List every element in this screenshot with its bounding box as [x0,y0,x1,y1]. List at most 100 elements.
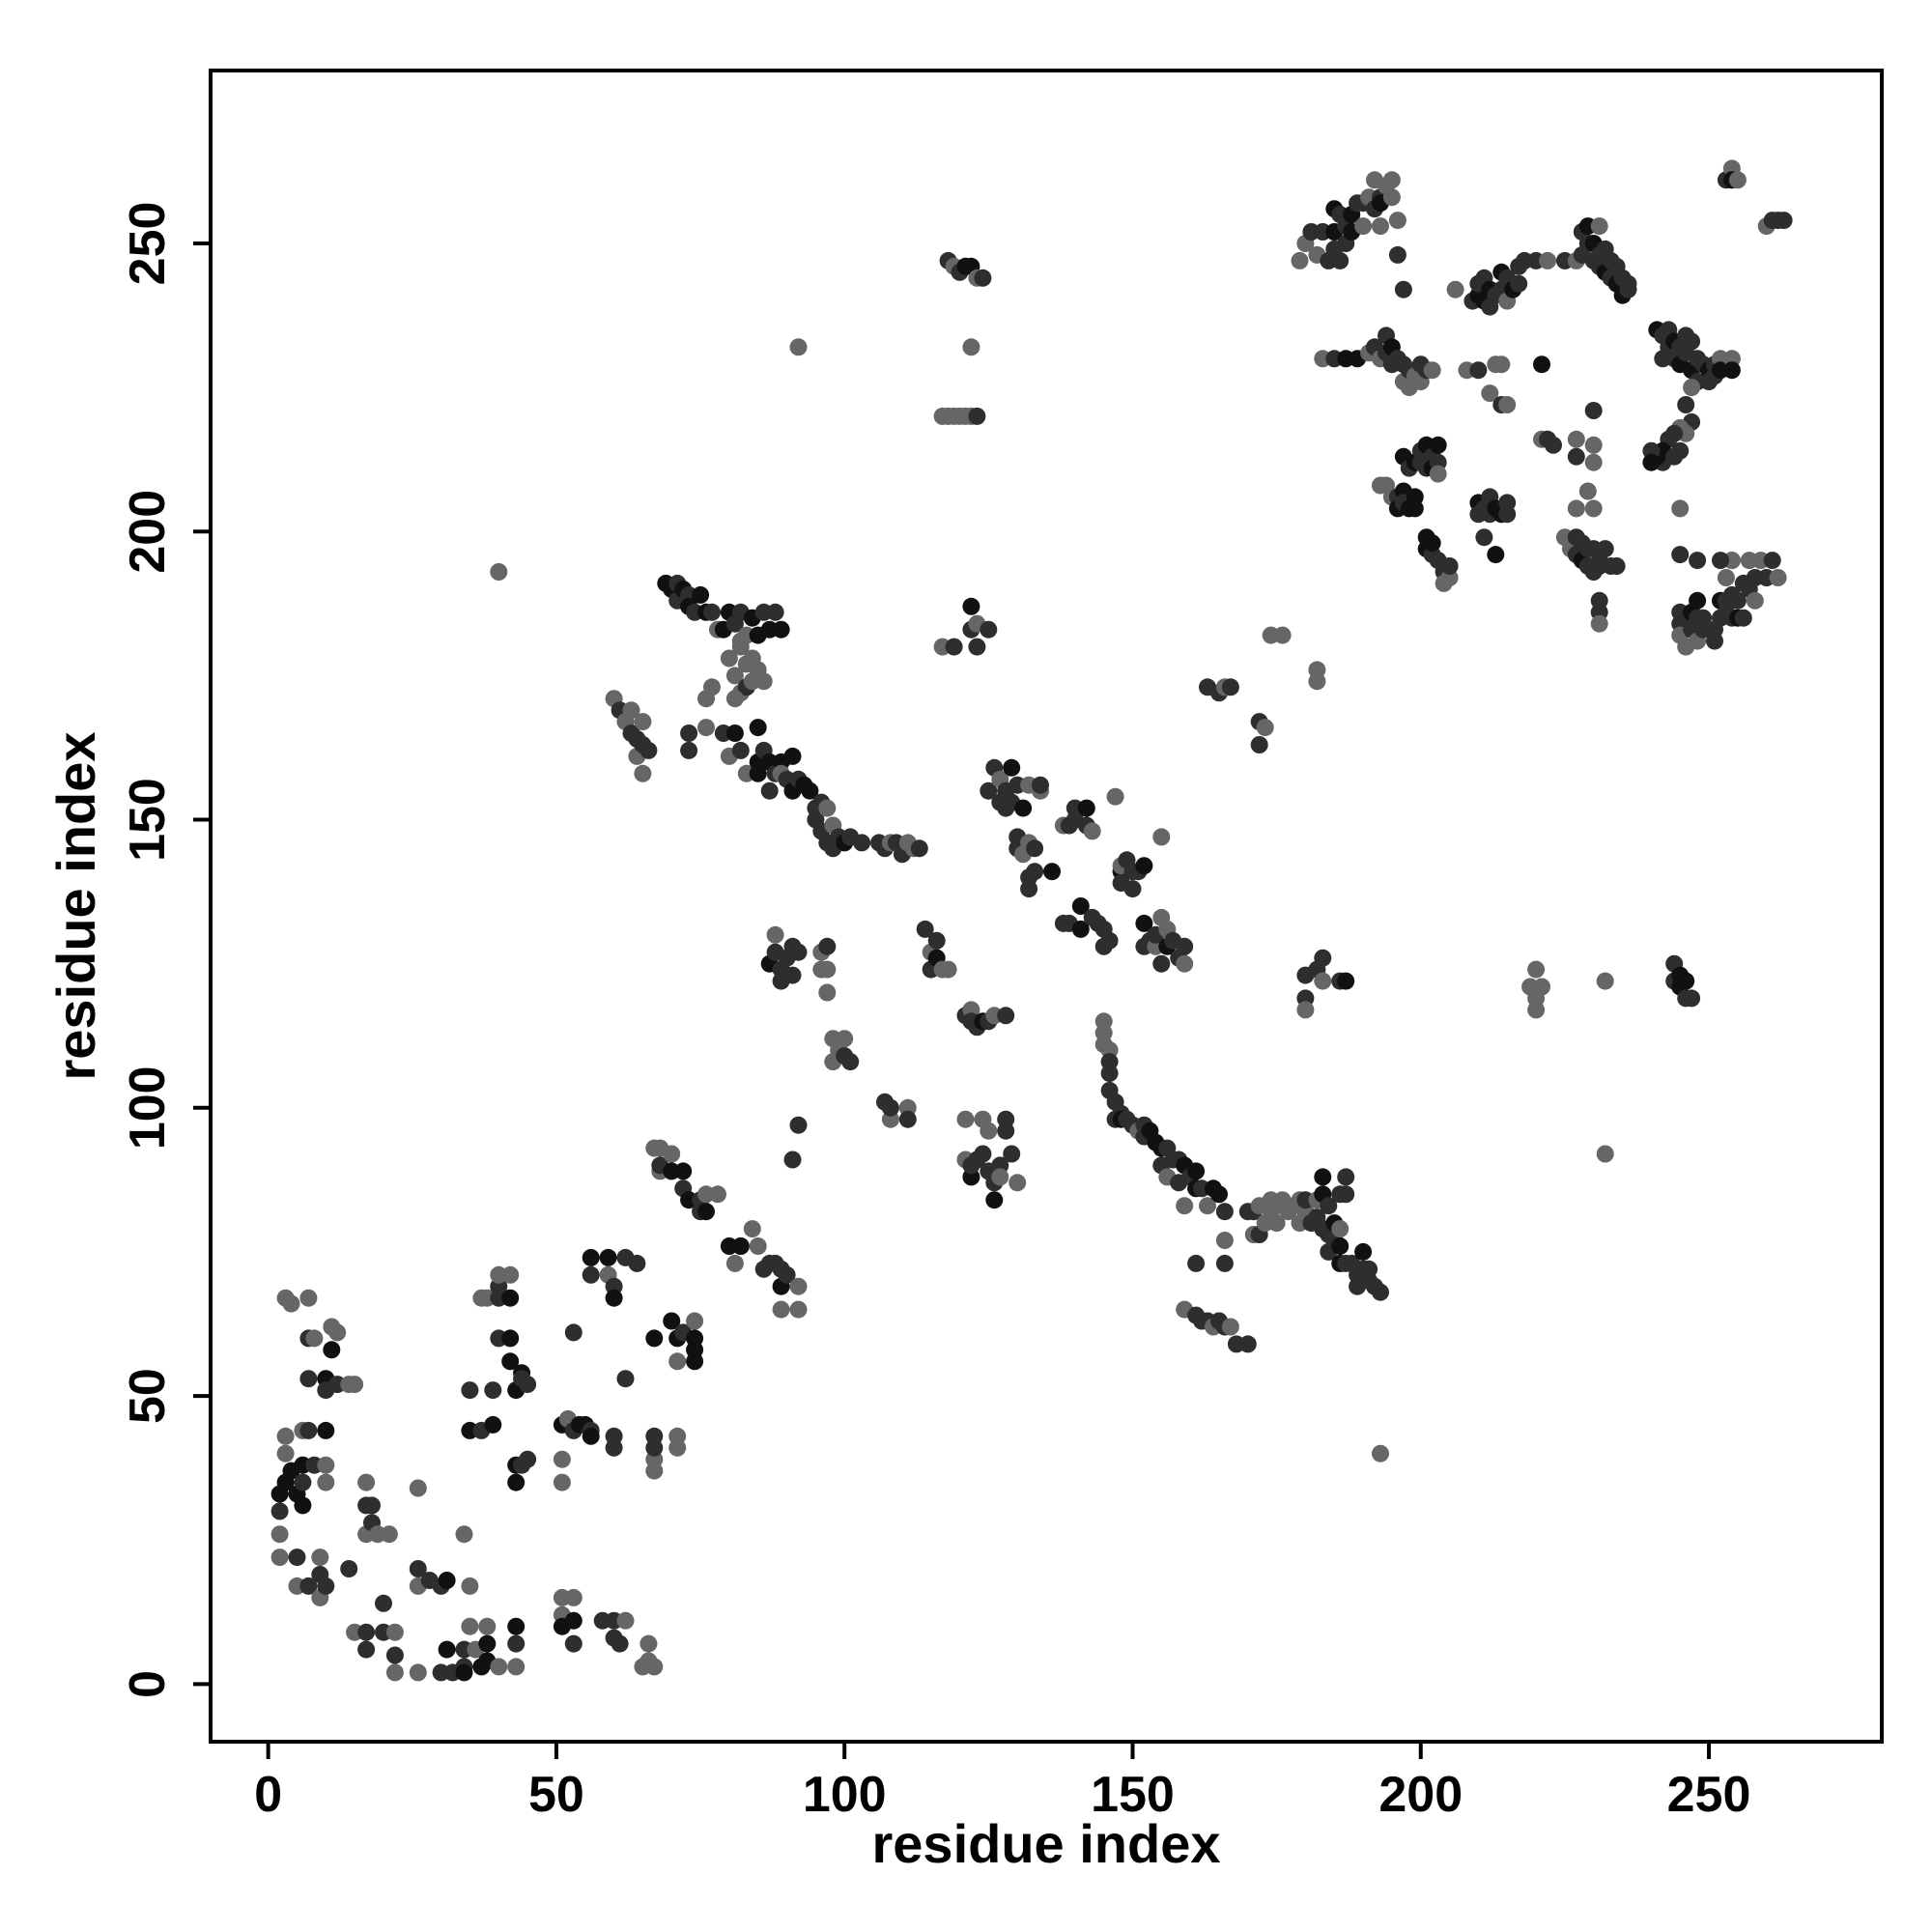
data-point [270,1548,289,1567]
data-point [564,1323,582,1342]
data-point [1372,1444,1389,1463]
data-point [1567,430,1585,448]
data-point [461,1577,479,1595]
data-point [1429,436,1447,454]
data-point [1567,499,1585,518]
data-point [1683,332,1701,351]
data-point [725,690,744,708]
data-point [317,1473,335,1492]
data-point [346,1376,364,1394]
data-point [801,781,819,800]
data-point [720,649,738,668]
data-point [553,1473,571,1492]
data-point [743,1220,761,1238]
data-point [1388,245,1406,264]
data-point [299,1289,318,1307]
data-point [1176,954,1194,973]
data-point [328,1323,347,1342]
data-point [270,1525,289,1544]
data-point [507,1617,526,1635]
data-point [853,834,871,852]
data-point [1026,863,1044,881]
data-point [1337,972,1355,990]
data-point [501,1289,520,1307]
x-axis: 0 50 100 150 200 250 [254,1742,1750,1823]
data-point [628,1254,646,1272]
data-point [478,1634,497,1653]
data-point [731,1237,750,1255]
data-point [599,1248,617,1266]
data-point [519,1450,537,1468]
data-point [1545,436,1562,454]
data-point [754,672,773,691]
data-point [1123,880,1142,898]
data-point [778,1265,796,1284]
data-point [605,1289,623,1307]
data-point [276,1444,295,1463]
data-point [1043,863,1061,881]
data-point [363,1496,381,1515]
data-point [294,1496,312,1515]
data-point [270,1502,289,1520]
data-point [1314,972,1332,990]
data-point [1533,978,1550,996]
data-point [783,1151,802,1169]
data-point [1596,540,1614,558]
y-tick-label: 0 [120,1670,176,1698]
y-tick-label: 100 [120,1065,176,1150]
data-point [1607,557,1626,575]
data-point [1487,546,1505,564]
data-point [645,1329,664,1348]
data-point [1360,1260,1378,1278]
data-point [1331,1220,1350,1238]
data-point [1584,453,1603,471]
x-tick-label: 150 [1091,1767,1175,1823]
data-point [1176,1197,1194,1215]
data-point [1423,361,1441,380]
x-tick-label: 50 [528,1767,584,1823]
data-point [507,1473,526,1492]
data-point [766,603,784,621]
data-point [1199,1197,1216,1215]
data-point [622,701,640,720]
data-point [731,638,750,656]
data-point [1267,1214,1286,1233]
data-point [357,1640,376,1659]
data-point [1273,626,1292,644]
data-point [980,620,998,639]
data-point [582,1248,600,1266]
data-point [668,1427,687,1445]
data-point [1032,776,1049,794]
data-point [1619,280,1637,298]
data-point [1009,1174,1027,1192]
data-point [490,563,508,581]
data-point [818,799,837,817]
x-tick-label: 200 [1378,1767,1463,1823]
data-point [1475,528,1493,547]
data-point [1094,1012,1113,1031]
data-point [1238,1335,1257,1353]
data-point [1694,609,1713,627]
data-point [484,1415,502,1434]
data-point [1083,822,1101,840]
data-point [639,1634,658,1653]
data-point [507,1634,526,1653]
data-point [818,983,837,1002]
data-point [294,1473,312,1492]
data-point [455,1663,473,1682]
data-point [1533,355,1550,374]
data-point [311,1548,329,1567]
data-point [1671,441,1690,460]
data-point [680,724,698,742]
data-point [323,1341,341,1359]
data-point [357,1473,376,1492]
data-point [1578,482,1597,500]
data-point [317,1577,335,1595]
data-point [1003,1145,1021,1163]
data-point [1498,396,1517,413]
data-point [997,1007,1015,1025]
data-point [974,1145,992,1163]
data-point [1671,499,1690,518]
